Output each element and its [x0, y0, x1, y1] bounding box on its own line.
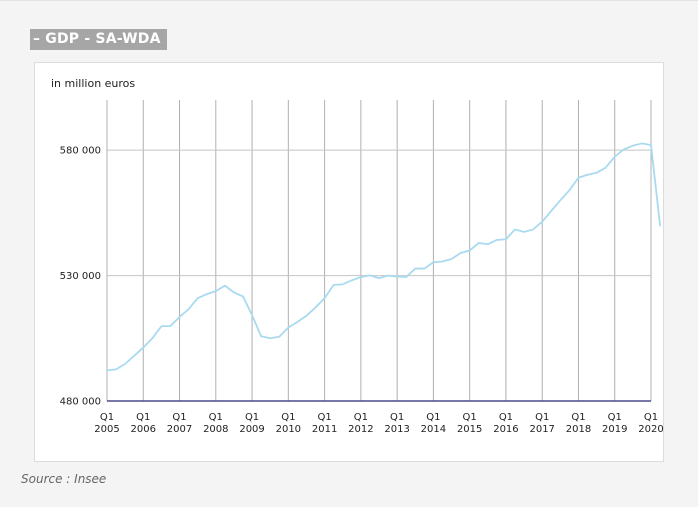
x-tick-label: Q1 2006 [131, 412, 156, 435]
x-tick-label: Q1 2012 [348, 412, 373, 435]
chart-section-title: – GDP - SA-WDA [30, 29, 167, 50]
x-tick-labels: Q1 2005 Q1 2006 Q1 2007 Q1 2008 Q1 2009 Q1 2010 Q1 20… [94, 412, 663, 435]
gdp-line-chart: in million euros 480 000 530 000 580 000 Q… [51, 77, 664, 435]
top-rule [0, 0, 698, 1]
series-layer [106, 142, 661, 372]
x-tick-label: Q1 2005 [94, 412, 119, 435]
x-tick-label: Q1 2020 [638, 412, 663, 435]
x-tick-label: Q1 2018 [566, 412, 591, 435]
y-axis-label: in million euros [51, 77, 135, 90]
source-note: Source : Insee [21, 472, 107, 486]
x-tick-label: Q1 2019 [602, 412, 627, 435]
grid-layer [106, 100, 652, 402]
y-tick-label: 580 000 [60, 146, 101, 157]
x-tick-label: Q1 2013 [384, 412, 409, 435]
y-tick-labels: 480 000 530 000 580 000 [60, 146, 101, 408]
x-tick-label: Q1 2016 [493, 412, 518, 435]
x-tick-label: Q1 2011 [312, 412, 337, 435]
x-tick-label: Q1 2010 [276, 412, 301, 435]
x-tick-label: Q1 2007 [167, 412, 192, 435]
x-tick-label: Q1 2017 [529, 412, 554, 435]
x-tick-label: Q1 2008 [203, 412, 228, 435]
chart-card: in million euros 480 000 530 000 580 000 Q… [34, 62, 664, 462]
x-tick-label: Q1 2014 [421, 412, 446, 435]
y-tick-label: 530 000 [60, 271, 101, 282]
gdp-series-line [106, 142, 661, 372]
x-tick-label: Q1 2015 [457, 412, 482, 435]
y-tick-label: 480 000 [60, 397, 101, 408]
x-tick-label: Q1 2009 [239, 412, 264, 435]
